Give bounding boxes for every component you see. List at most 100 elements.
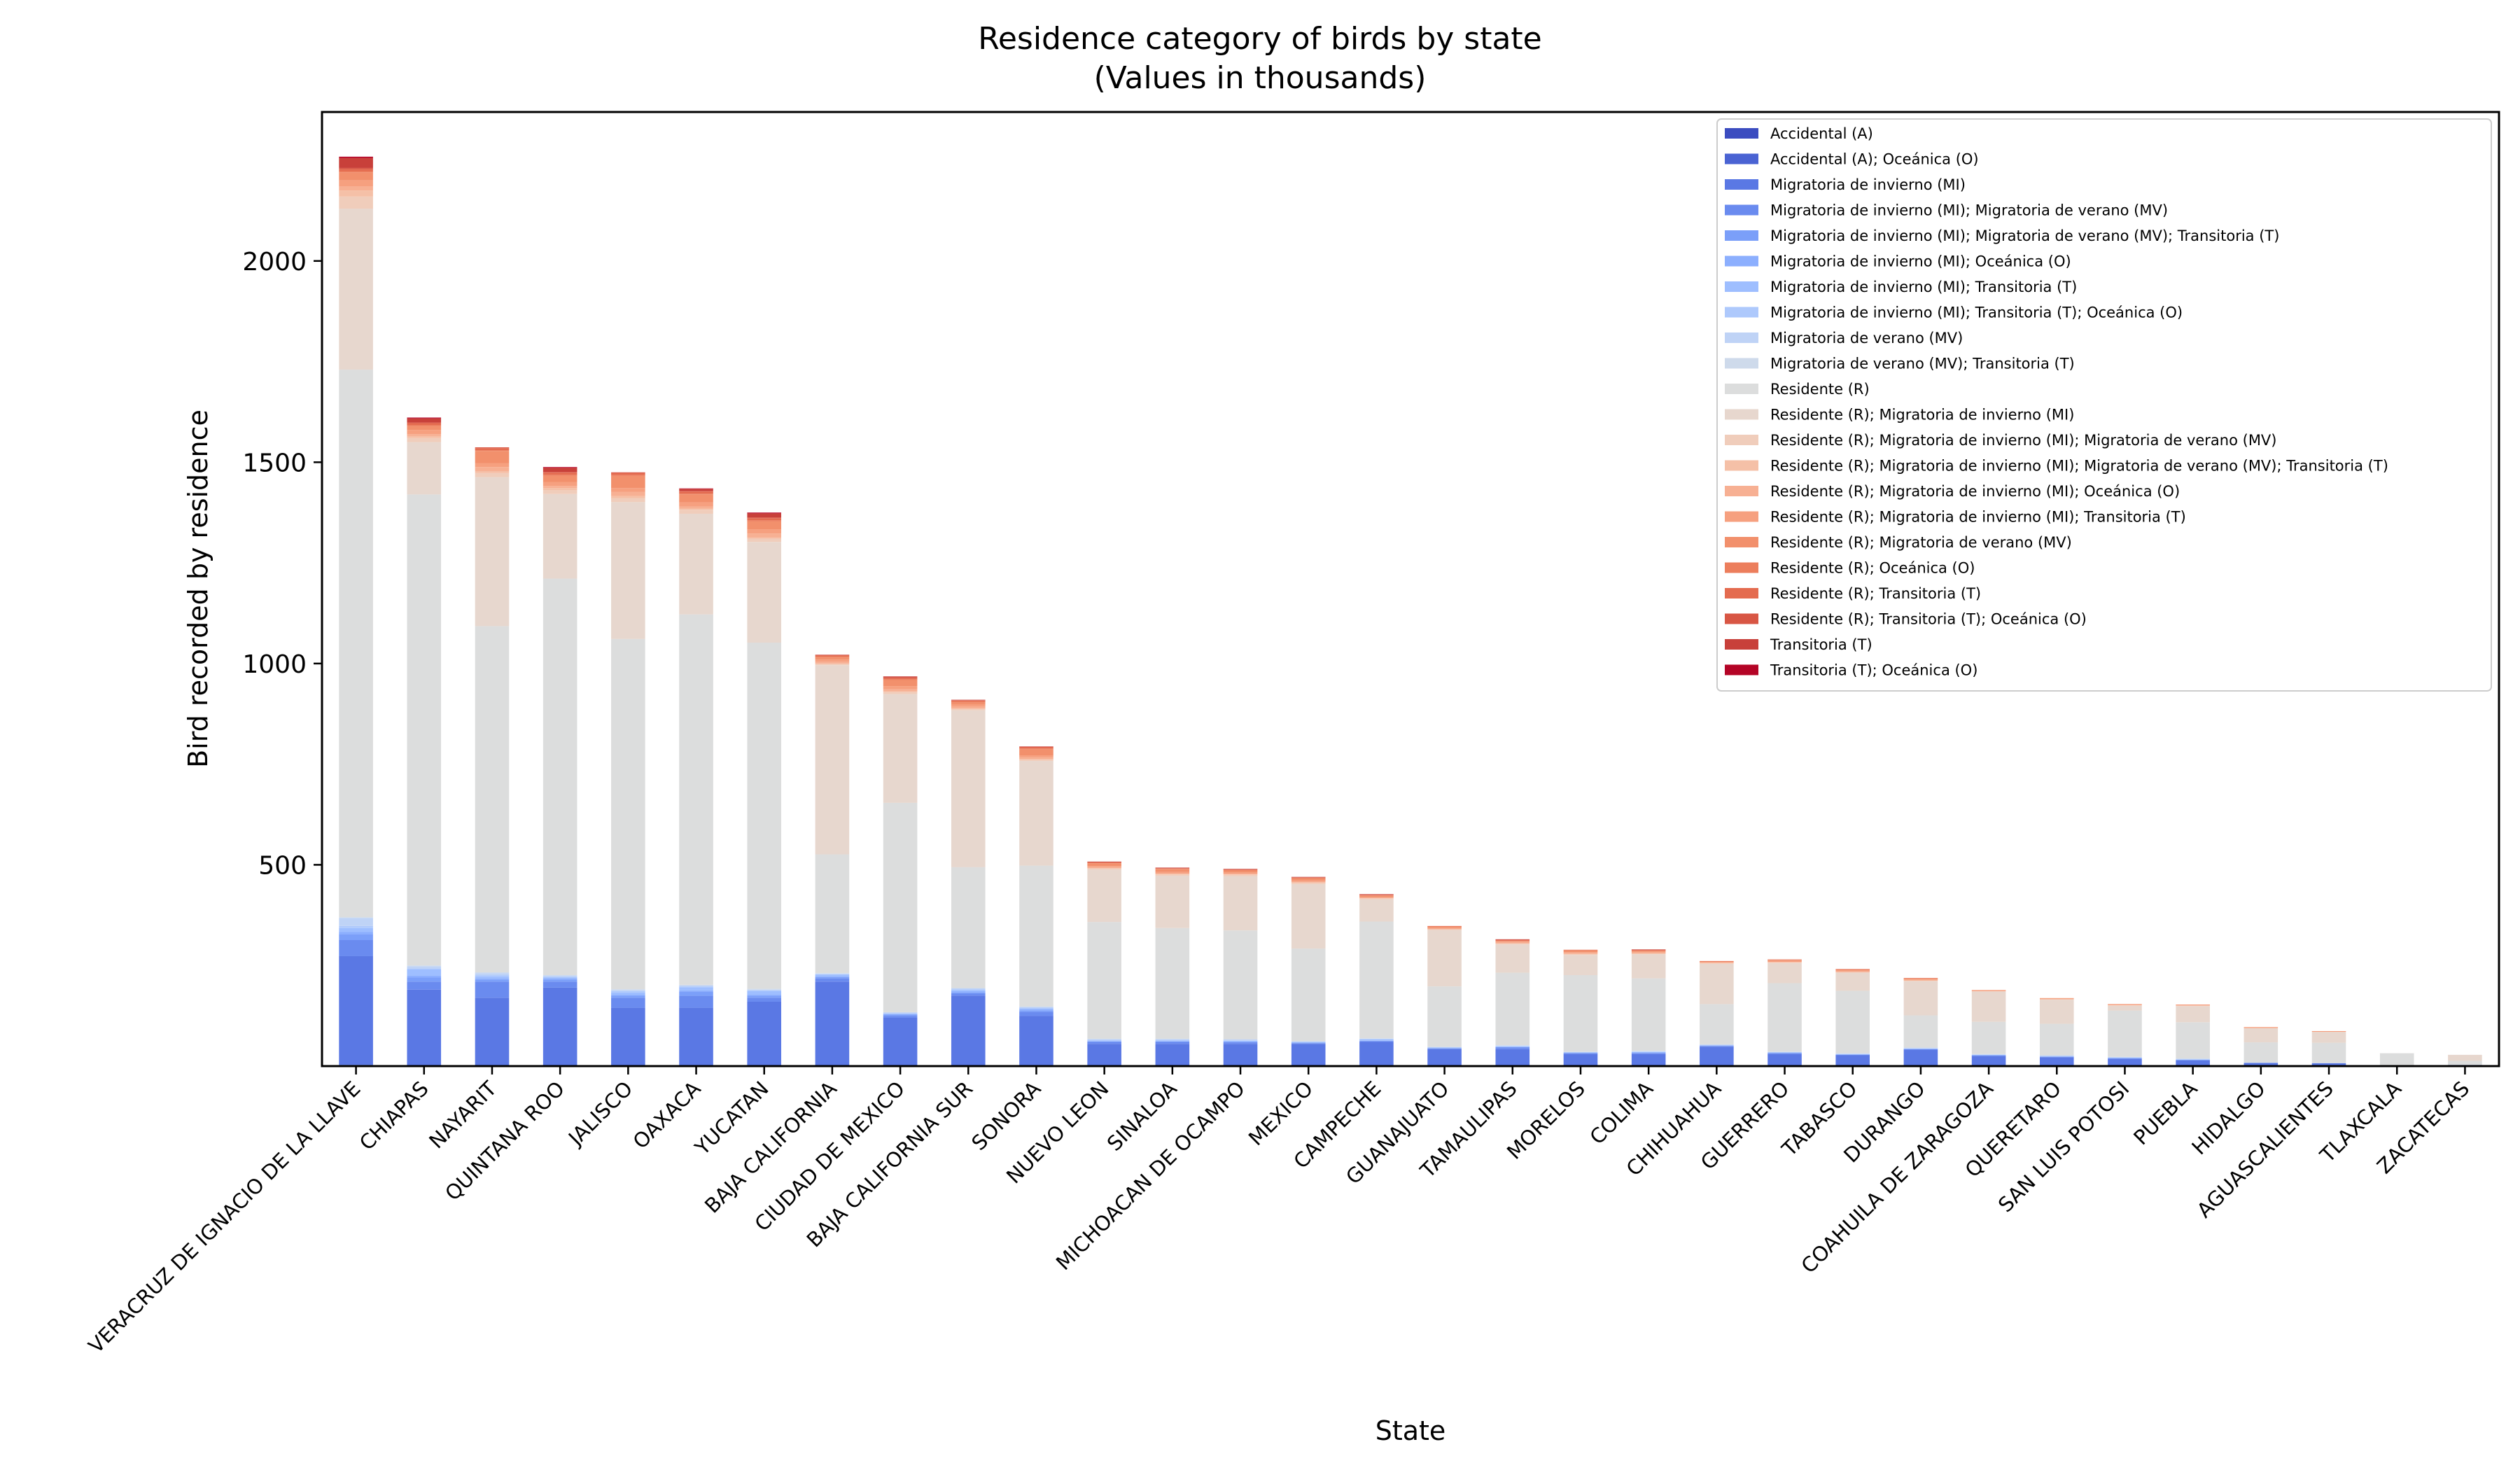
bar-segment (1223, 930, 1258, 1040)
bar-segment (2176, 1004, 2210, 1006)
bar-segment (883, 677, 918, 678)
bar-segment (1768, 962, 1802, 983)
bar-segment (1359, 1042, 1394, 1066)
bar-segment (1495, 939, 1530, 940)
bar-segment (407, 966, 442, 969)
y-axis-label: Bird recorded by residence (183, 410, 214, 768)
bar-segment (542, 490, 578, 494)
bar-segment (747, 991, 782, 995)
bar-segment (1631, 1051, 1666, 1052)
bar-segment (1631, 951, 1666, 952)
bar-segment (2108, 1058, 2142, 1059)
bar-segment (679, 991, 713, 996)
legend-swatch (1725, 332, 1758, 343)
bar-segment (883, 1014, 918, 1016)
bar-segment (1427, 925, 1462, 927)
bar-segment (1223, 869, 1258, 870)
bar-segment (951, 992, 986, 994)
bar-segment (407, 425, 442, 426)
bar-segment (1563, 950, 1598, 953)
bar-segment (611, 995, 645, 998)
bar-segment (1155, 1044, 1190, 1066)
bar-segment (1223, 876, 1258, 931)
bar-segment (407, 423, 442, 426)
bar-segment (1835, 1054, 1870, 1055)
bar-segment (1631, 953, 1666, 954)
bar-segment (1631, 949, 1666, 950)
bar-segment (883, 1017, 918, 1066)
bar-segment (2108, 1005, 2142, 1006)
bar-segment (1155, 927, 1190, 1039)
chart-subtitle: (Values in thousands) (1093, 60, 1427, 96)
bar-segment (1563, 949, 1598, 951)
bar-segment (1019, 746, 1054, 748)
bar-segment (542, 976, 578, 978)
bar-segment (611, 997, 645, 1008)
bar-segment (1019, 1007, 1054, 1009)
bar-segment (339, 934, 373, 940)
bar-segment (2176, 1059, 2210, 1060)
bar-segment (1835, 969, 1870, 970)
bar-segment (1019, 757, 1054, 760)
bar-segment (883, 676, 918, 678)
bar-segment (1631, 950, 1666, 951)
bar-segment (475, 981, 510, 998)
bar-segment (883, 679, 918, 680)
bar-segment (2176, 1058, 2210, 1060)
bar-segment (542, 987, 578, 1066)
bar-segment (2108, 1004, 2142, 1005)
bar-segment (407, 965, 442, 967)
bar-segment (542, 486, 578, 489)
bar-segment (1155, 869, 1190, 872)
bar-segment (475, 997, 510, 1066)
legend-entry: Residente (R) (1770, 381, 1870, 398)
bar-segment (1495, 1049, 1530, 1066)
bar-segment (679, 510, 713, 514)
bar-segment (883, 1012, 918, 1014)
bar-segment (1835, 969, 1870, 971)
bar-segment (1495, 1046, 1530, 1047)
bar-segment (1427, 926, 1462, 927)
bar-segment (747, 994, 782, 996)
bar-segment (2039, 1057, 2074, 1066)
bar-segment (1903, 1050, 1938, 1066)
bar-segment (1019, 865, 1054, 1007)
legend-entry: Residente (R); Transitoria (T); Oceánica… (1770, 611, 2087, 628)
bar-segment (1631, 1054, 1666, 1066)
bar-segment (542, 468, 578, 472)
bar-segment (611, 491, 645, 496)
bar-segment (1903, 1049, 1938, 1050)
bar-segment (407, 969, 442, 976)
bar-segment (1359, 1040, 1394, 1042)
bar-segment (1835, 1054, 1870, 1055)
x-tick-label: VERACRUZ DE IGNACIO DE LA LLAVE (84, 1077, 365, 1358)
bar-segment (2108, 1058, 2142, 1059)
bar-segment (815, 981, 850, 1066)
bar-segment (339, 156, 373, 158)
bar-segment (747, 988, 782, 990)
bar-segment (407, 977, 442, 982)
bar-segment (1563, 953, 1598, 955)
bar-segment (1903, 1015, 1938, 1048)
bar-segment (1495, 1045, 1530, 1046)
bar-segment (1359, 897, 1394, 899)
bar-segment (1223, 1039, 1258, 1040)
bar-segment (1155, 872, 1190, 874)
bar-segment (407, 426, 442, 430)
bar-segment (2108, 1005, 2142, 1011)
bar-segment (1563, 975, 1598, 1052)
bar-segment (339, 167, 373, 169)
bar-segment (475, 477, 510, 626)
bar-segment (815, 656, 850, 658)
bar-segment (611, 992, 645, 995)
bar-segment (339, 939, 373, 956)
bar-segment (815, 654, 850, 655)
bar-segment (2176, 1004, 2210, 1005)
bar-segment (815, 974, 850, 976)
bar-segment (951, 702, 986, 705)
bar-segment (1563, 952, 1598, 953)
bar-segment (1631, 954, 1666, 979)
bar-segment (1359, 921, 1394, 1039)
bar-segment (951, 710, 986, 867)
